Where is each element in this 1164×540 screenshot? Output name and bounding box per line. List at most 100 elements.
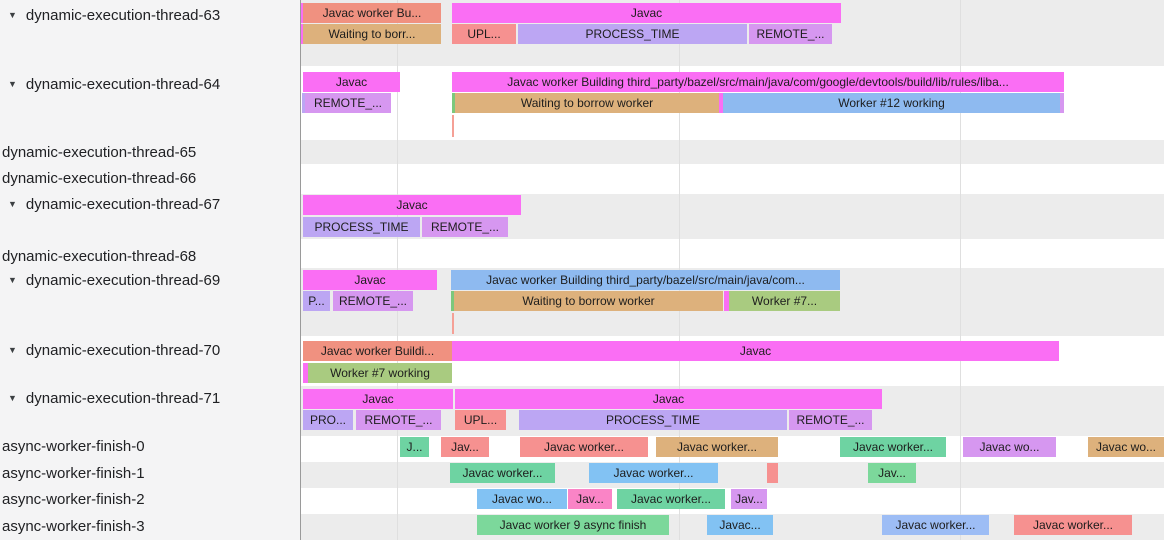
collapse-triangle-icon[interactable]: ▼: [8, 79, 17, 89]
timeline-slice[interactable]: P...: [303, 291, 330, 311]
timeline-slice[interactable]: REMOTE_...: [789, 410, 872, 430]
timeline-slice[interactable]: Javac wo...: [1088, 437, 1164, 457]
timeline-slice[interactable]: Worker #12 working: [723, 93, 1060, 113]
timeline-slice[interactable]: Javac: [303, 270, 437, 290]
timeline-slice[interactable]: Waiting to borrow worker: [455, 93, 719, 113]
sidebar-item-thread[interactable]: ▼ dynamic-execution-thread-67: [0, 195, 220, 215]
timeline-slice[interactable]: Waiting to borr...: [303, 24, 441, 44]
timeline-slice[interactable]: [452, 93, 455, 113]
slice-label: Waiting to borrow worker: [520, 96, 654, 110]
collapse-triangle-icon[interactable]: ▼: [8, 345, 17, 355]
timeline-slice[interactable]: Javac worker 9 async finish: [477, 515, 669, 535]
gridline: [960, 0, 961, 540]
sidebar-item-thread[interactable]: dynamic-execution-thread-66: [0, 169, 196, 189]
track-band: [301, 140, 1164, 164]
sidebar-item-thread[interactable]: async-worker-finish-2: [0, 490, 145, 510]
timeline-slice[interactable]: PRO...: [303, 410, 353, 430]
timeline-slice[interactable]: Javac worker Bu...: [303, 3, 441, 23]
timeline-slice[interactable]: Waiting to borrow worker: [454, 291, 723, 311]
timeline-slice[interactable]: PROCESS_TIME: [518, 24, 747, 44]
timeline-slice[interactable]: Javac worker...: [589, 463, 718, 483]
slice-label: Jav...: [878, 466, 906, 480]
sidebar-item-thread[interactable]: ▼ dynamic-execution-thread-63: [0, 6, 220, 26]
slice-label: Jav...: [576, 492, 604, 506]
slice-label: REMOTE_...: [364, 413, 433, 427]
timeline-slice[interactable]: Jav...: [868, 463, 916, 483]
timeline-slice[interactable]: Javac worker...: [520, 437, 648, 457]
timeline-slice[interactable]: Worker #7 working: [308, 363, 452, 383]
sidebar-item-thread[interactable]: async-worker-finish-1: [0, 464, 145, 484]
timeline-slice[interactable]: Javac: [452, 3, 841, 23]
timeline-slice[interactable]: Javac: [303, 389, 453, 409]
timeline-slice[interactable]: Javac worker...: [882, 515, 989, 535]
timeline-slice[interactable]: J...: [400, 437, 429, 457]
timeline-slice[interactable]: [300, 3, 303, 23]
timeline-slice[interactable]: [300, 24, 303, 44]
slice-label: Javac worker...: [676, 440, 758, 454]
timeline-slice[interactable]: Jav...: [568, 489, 612, 509]
timeline-slice[interactable]: UPL...: [452, 24, 516, 44]
timeline-slice[interactable]: UPL...: [455, 410, 506, 430]
sidebar-item-thread[interactable]: ▼ dynamic-execution-thread-70: [0, 341, 220, 361]
thread-name-label: dynamic-execution-thread-71: [25, 390, 221, 407]
collapse-triangle-icon[interactable]: ▼: [8, 199, 17, 209]
thread-name-label: async-worker-finish-3: [2, 518, 145, 535]
thread-name-label: async-worker-finish-0: [2, 438, 145, 455]
timeline-slice[interactable]: Javac worker Buildi...: [303, 341, 452, 361]
timeline-slice[interactable]: Javac: [303, 195, 521, 215]
sidebar-item-thread[interactable]: ▼ dynamic-execution-thread-69: [0, 271, 220, 291]
timeline-slice[interactable]: PROCESS_TIME: [303, 217, 420, 237]
collapse-triangle-icon[interactable]: ▼: [8, 275, 17, 285]
thread-name-label: dynamic-execution-thread-63: [25, 7, 221, 24]
slice-label: P...: [308, 294, 325, 308]
timeline-slice[interactable]: Javac: [452, 341, 1059, 361]
timeline-slice[interactable]: [1060, 93, 1064, 113]
slice-label: Worker #7 working: [330, 366, 430, 380]
timeline-slice[interactable]: Javac worker...: [840, 437, 946, 457]
sidebar-item-thread[interactable]: dynamic-execution-thread-65: [0, 143, 196, 163]
timeline-slice[interactable]: REMOTE_...: [333, 291, 413, 311]
timeline-slice[interactable]: Javac worker...: [1014, 515, 1132, 535]
timeline-slice[interactable]: Javac: [455, 389, 882, 409]
timeline-slice[interactable]: REMOTE_...: [422, 217, 508, 237]
timeline-slice[interactable]: Javac wo...: [963, 437, 1056, 457]
timeline-slice[interactable]: Javac worker Building third_party/bazel/…: [451, 270, 840, 290]
timeline-slice[interactable]: Javac worker...: [656, 437, 778, 457]
slice-label: Javac worker Building third_party/bazel/…: [507, 75, 1009, 89]
sidebar-item-thread[interactable]: async-worker-finish-3: [0, 517, 145, 537]
slice-label: Javac wo...: [1095, 440, 1157, 454]
timeline-slice[interactable]: [724, 291, 729, 311]
timeline-slice[interactable]: REMOTE_...: [305, 93, 391, 113]
timeline-slice[interactable]: Javac wo...: [477, 489, 567, 509]
collapse-triangle-icon[interactable]: ▼: [8, 393, 17, 403]
timeline-slice[interactable]: [719, 93, 723, 113]
timeline-slice[interactable]: REMOTE_...: [356, 410, 441, 430]
timeline-slice[interactable]: Worker #7...: [729, 291, 840, 311]
sidebar-item-thread[interactable]: dynamic-execution-thread-68: [0, 247, 196, 267]
slice-label: Waiting to borr...: [328, 27, 416, 41]
timeline-slice[interactable]: Javac...: [707, 515, 773, 535]
timeline-slice[interactable]: PROCESS_TIME: [519, 410, 787, 430]
flow-arrow-tick: [452, 115, 454, 137]
timeline-slice[interactable]: [303, 363, 308, 383]
timeline-slice[interactable]: [767, 463, 778, 483]
timeline-slice[interactable]: Jav...: [441, 437, 489, 457]
sidebar-item-thread[interactable]: async-worker-finish-0: [0, 437, 145, 457]
collapse-triangle-icon[interactable]: ▼: [8, 10, 17, 20]
timeline-slice[interactable]: REMOTE_...: [749, 24, 832, 44]
timeline-slice[interactable]: [451, 291, 454, 311]
thread-name-label: dynamic-execution-thread-64: [25, 76, 221, 93]
timeline-slice[interactable]: Javac worker...: [617, 489, 725, 509]
thread-name-label: async-worker-finish-2: [2, 491, 145, 508]
sidebar-item-thread[interactable]: ▼ dynamic-execution-thread-64: [0, 75, 220, 95]
timeline-slice[interactable]: Javac worker...: [450, 463, 555, 483]
slice-label: Javac: [630, 6, 663, 20]
timeline-slice[interactable]: Jav...: [731, 489, 767, 509]
slice-label: Javac worker...: [895, 518, 976, 532]
timeline-slice[interactable]: Javac worker Building third_party/bazel/…: [452, 72, 1064, 92]
sidebar-item-thread[interactable]: ▼ dynamic-execution-thread-71: [0, 389, 220, 409]
timeline-slice[interactable]: [302, 93, 305, 113]
timeline-slice[interactable]: Javac: [303, 72, 400, 92]
